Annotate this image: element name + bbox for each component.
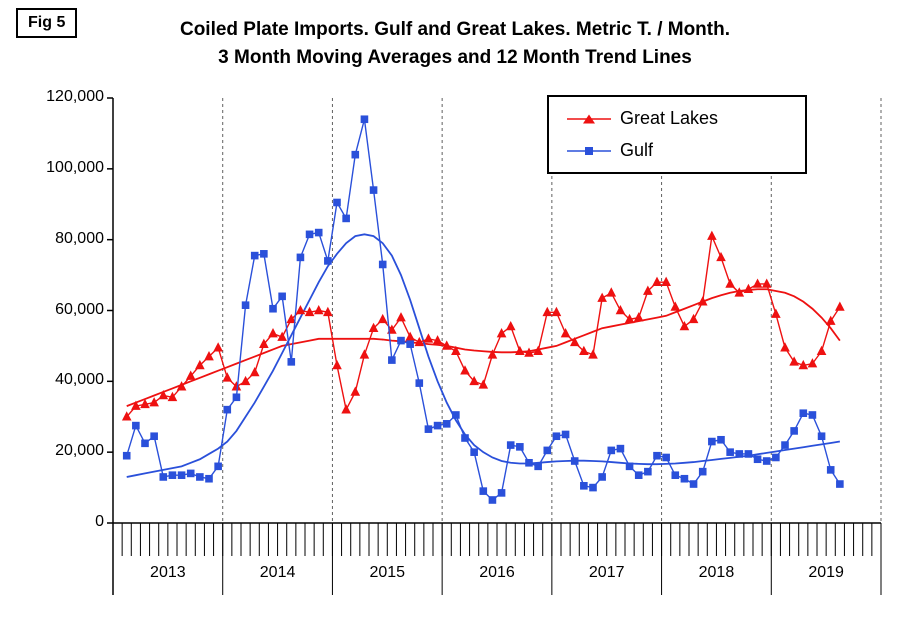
chart-title-line2: 3 Month Moving Averages and 12 Month Tre… <box>218 47 692 68</box>
trend-lines <box>126 233 841 478</box>
month-ticks <box>112 523 882 556</box>
great-lakes-12-month-trend <box>126 288 841 407</box>
legend-label-gulf: Gulf <box>620 140 654 160</box>
series-great-lakes <box>121 230 845 421</box>
chart-title: Coiled Plate Imports. Gulf and Great Lak… <box>0 16 910 72</box>
y-axis-ticks <box>107 97 113 524</box>
y-tick-label: 0 <box>95 513 104 530</box>
gulf-legend-swatch <box>567 146 611 155</box>
gulf-12-month-trend <box>126 233 840 478</box>
axes <box>112 98 881 595</box>
square-marker-icon <box>585 146 593 155</box>
legend-label-great-lakes: Great Lakes <box>620 108 719 128</box>
triangle-marker-icon <box>583 114 595 123</box>
great-lakes-legend-swatch <box>567 114 611 123</box>
legend-item-gulf: Gulf <box>565 140 805 161</box>
fig-label: Fig 5 <box>16 8 78 38</box>
legend: Great Lakes Gulf <box>547 95 807 174</box>
y-axis-labels: 0 20,000 40,000 60,000 80,000 100,000 120,000 <box>0 0 104 622</box>
y-tick-label: 80,000 <box>55 229 104 247</box>
y-tick-label: 100,000 <box>46 158 104 176</box>
y-tick-label: 120,000 <box>46 88 104 105</box>
series-gulf <box>122 115 844 504</box>
y-tick-label: 40,000 <box>55 371 104 389</box>
legend-item-great-lakes: Great Lakes <box>565 108 805 129</box>
chart-title-line1: Coiled Plate Imports. Gulf and Great Lak… <box>179 19 731 40</box>
y-tick-label: 60,000 <box>55 300 104 318</box>
y-tick-label: 20,000 <box>55 442 104 460</box>
